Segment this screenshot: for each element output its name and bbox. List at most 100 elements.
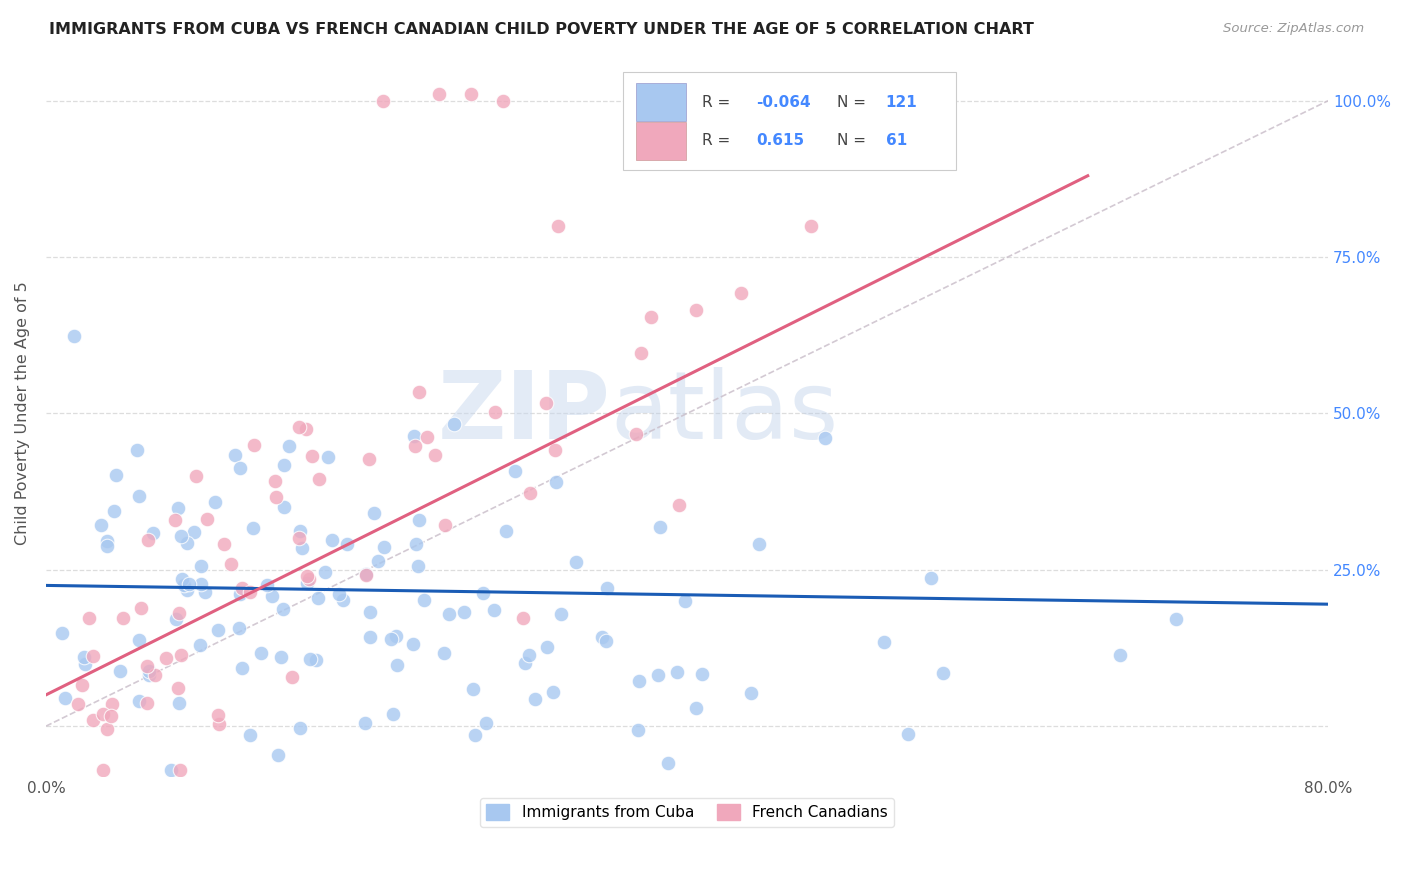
Point [183, 524, 205, 539]
Point [127, 442, 149, 457]
Text: -0.064: -0.064 [756, 95, 811, 110]
Point [666, 665, 689, 679]
Point [373, 540, 395, 554]
Point [229, 461, 252, 475]
Point [495, 524, 517, 538]
Point [288, 524, 311, 538]
Point [328, 587, 350, 601]
Point [166, 501, 188, 516]
Point [70, 678, 93, 692]
Text: R =: R = [703, 95, 735, 110]
Text: 121: 121 [886, 95, 918, 110]
Text: 61: 61 [886, 133, 907, 148]
Text: R =: R = [703, 133, 735, 148]
Point [474, 715, 496, 730]
Point [281, 669, 304, 683]
Point [413, 593, 436, 607]
Point [800, 219, 823, 233]
Text: ZIP: ZIP [437, 368, 610, 459]
Point [273, 500, 295, 515]
Point [295, 422, 318, 436]
Point [308, 472, 330, 486]
Point [207, 707, 229, 722]
Point [208, 716, 231, 731]
Point [273, 458, 295, 473]
Point [167, 606, 190, 620]
Point [96, 722, 118, 736]
Point [176, 583, 198, 598]
Point [492, 94, 515, 108]
Point [239, 728, 262, 742]
Point [385, 657, 408, 672]
Point [169, 763, 191, 777]
Point [647, 668, 669, 682]
Point [128, 489, 150, 503]
Text: atlas: atlas [610, 368, 838, 459]
Point [170, 573, 193, 587]
Point [142, 525, 165, 540]
Point [204, 495, 226, 509]
Point [190, 558, 212, 573]
Point [740, 685, 762, 699]
Point [354, 715, 377, 730]
Point [155, 650, 177, 665]
Point [138, 665, 160, 679]
Point [231, 661, 253, 675]
Point [503, 464, 526, 478]
Point [673, 593, 696, 607]
Point [380, 632, 402, 646]
Point [138, 668, 160, 682]
Text: N =: N = [837, 133, 870, 148]
Point [565, 556, 588, 570]
Point [167, 681, 190, 695]
Point [513, 656, 536, 670]
Point [63, 328, 86, 343]
Point [356, 566, 378, 581]
Point [277, 440, 299, 454]
Point [297, 569, 319, 583]
Point [73, 650, 96, 665]
Point [541, 685, 564, 699]
Point [482, 603, 505, 617]
Point [536, 396, 558, 410]
Point [177, 576, 200, 591]
Point [873, 634, 896, 648]
Point [550, 607, 572, 621]
Point [484, 405, 506, 419]
Point [314, 566, 336, 580]
Point [464, 728, 486, 742]
Text: N =: N = [837, 95, 870, 110]
Point [1164, 611, 1187, 625]
Text: 0.615: 0.615 [756, 133, 804, 148]
Point [423, 448, 446, 462]
Point [53, 691, 76, 706]
Point [402, 637, 425, 651]
Point [131, 601, 153, 615]
Point [381, 706, 404, 721]
Point [591, 630, 613, 644]
Point [176, 536, 198, 550]
Point [596, 581, 619, 595]
Point [359, 630, 381, 644]
Point [264, 490, 287, 504]
Point [932, 665, 955, 680]
Point [128, 693, 150, 707]
Point [288, 721, 311, 735]
Text: Source: ZipAtlas.com: Source: ZipAtlas.com [1223, 22, 1364, 36]
Point [186, 468, 208, 483]
Point [270, 649, 292, 664]
Point [207, 623, 229, 637]
Point [256, 578, 278, 592]
Point [250, 646, 273, 660]
Point [231, 581, 253, 595]
Point [194, 585, 217, 599]
Point [173, 577, 195, 591]
Point [169, 648, 191, 662]
Point [229, 586, 252, 600]
Point [472, 586, 495, 600]
Point [91, 763, 114, 777]
Point [408, 385, 430, 400]
Point [51, 625, 73, 640]
Point [730, 285, 752, 300]
Point [190, 577, 212, 591]
